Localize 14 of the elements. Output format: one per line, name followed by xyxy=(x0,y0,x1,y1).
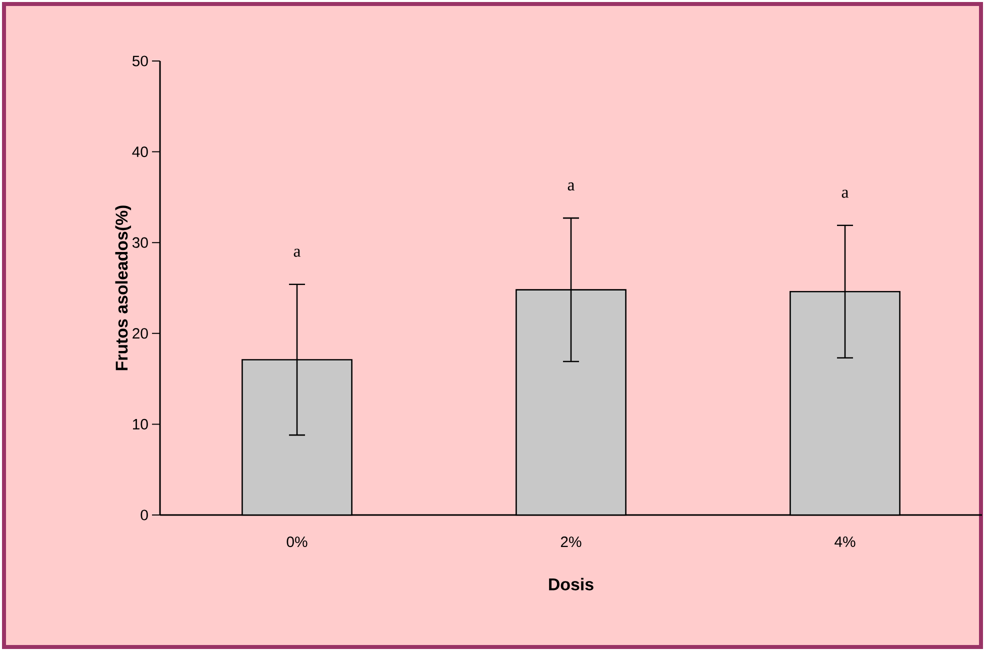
x-tick-label: 2% xyxy=(560,536,582,548)
x-tick-label: 0% xyxy=(286,536,308,548)
y-tick-label: 0 xyxy=(140,510,148,520)
annotation: a xyxy=(294,248,301,257)
y-tick-label: 20 xyxy=(132,328,148,339)
y-tick-label: 30 xyxy=(132,237,148,248)
annotation: a xyxy=(842,190,849,198)
y-tick-label: 10 xyxy=(133,418,148,430)
y-tick-label: 50 xyxy=(132,56,148,66)
x-tick-label: 4% xyxy=(834,536,856,547)
y-axis-title: Frutos asoleados(%) xyxy=(115,206,132,370)
annotation: a xyxy=(568,182,575,191)
x-axis-title: Dosis xyxy=(549,578,594,590)
y-tick-label: 40 xyxy=(132,146,148,158)
